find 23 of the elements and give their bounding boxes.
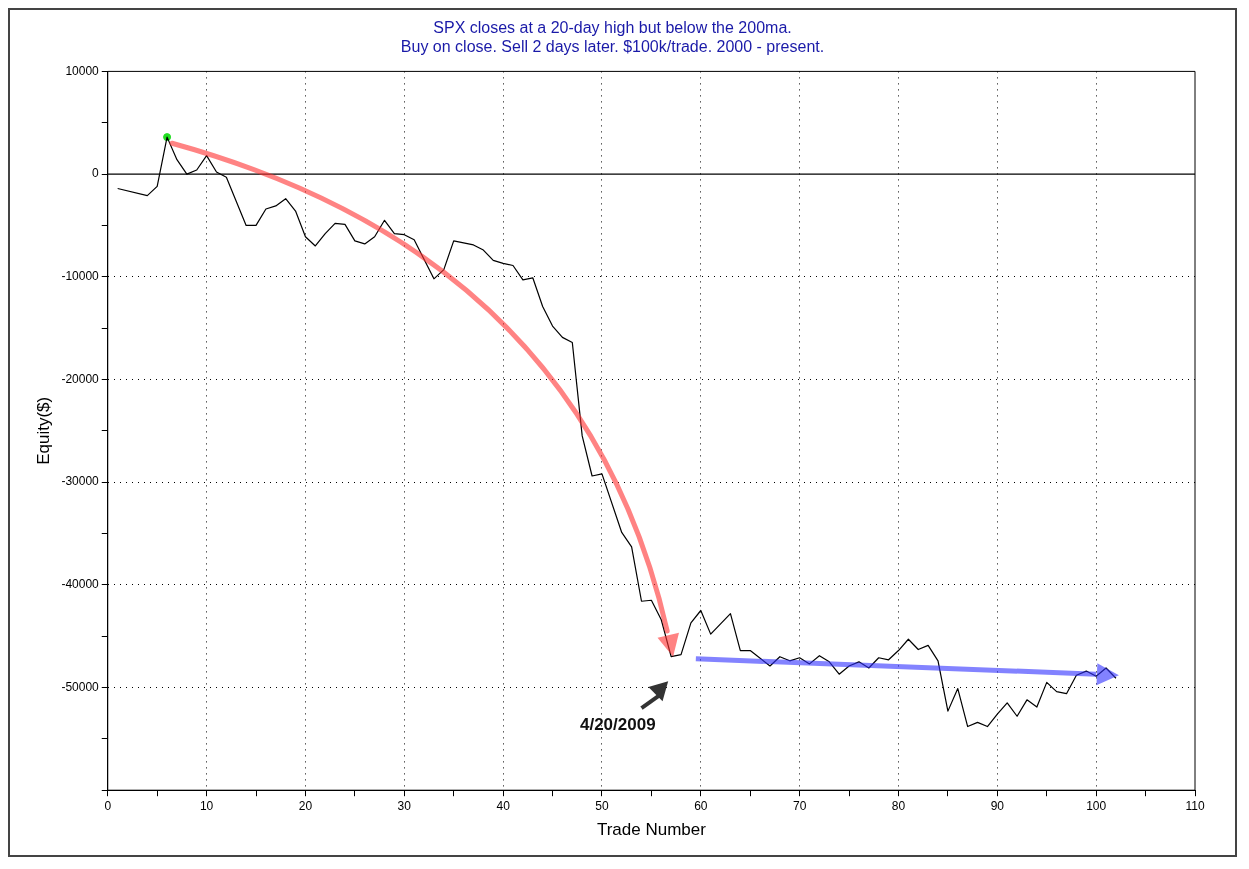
x-axis-title: Trade Number <box>596 820 707 840</box>
x-tick-label: 100 <box>1086 798 1107 813</box>
x-tick-label: 30 <box>397 798 412 813</box>
y-tick-label: -50000 <box>61 679 100 694</box>
y-axis-title: Equity($) <box>33 396 53 465</box>
y-tick-label: 0 <box>92 166 100 181</box>
x-tick-label: 80 <box>891 798 906 813</box>
x-tick-label: 10 <box>199 798 214 813</box>
chart-title: SPX closes at a 20-day high but below the 200ma. Buy on close. Sell 2 days later. $100k/trade. 2000 - present. <box>400 19 825 56</box>
x-tick-label: 90 <box>990 798 1005 813</box>
y-tick-label: 10000 <box>65 63 100 78</box>
x-tick-label: 50 <box>595 798 609 813</box>
x-tick-label: 60 <box>694 798 708 813</box>
annotation: 4/20/2009 <box>579 715 656 735</box>
y-tick-label: -10000 <box>61 269 100 284</box>
x-tick-label: 70 <box>792 798 807 813</box>
x-tick-label: 40 <box>496 798 511 813</box>
x-tick-label: 0 <box>104 798 112 813</box>
x-tick-label: 110 <box>1185 798 1205 813</box>
y-tick-label: -40000 <box>61 577 100 592</box>
x-tick-label: 20 <box>298 798 313 813</box>
y-tick-label: -20000 <box>61 371 100 386</box>
y-tick-label: -30000 <box>61 474 100 489</box>
